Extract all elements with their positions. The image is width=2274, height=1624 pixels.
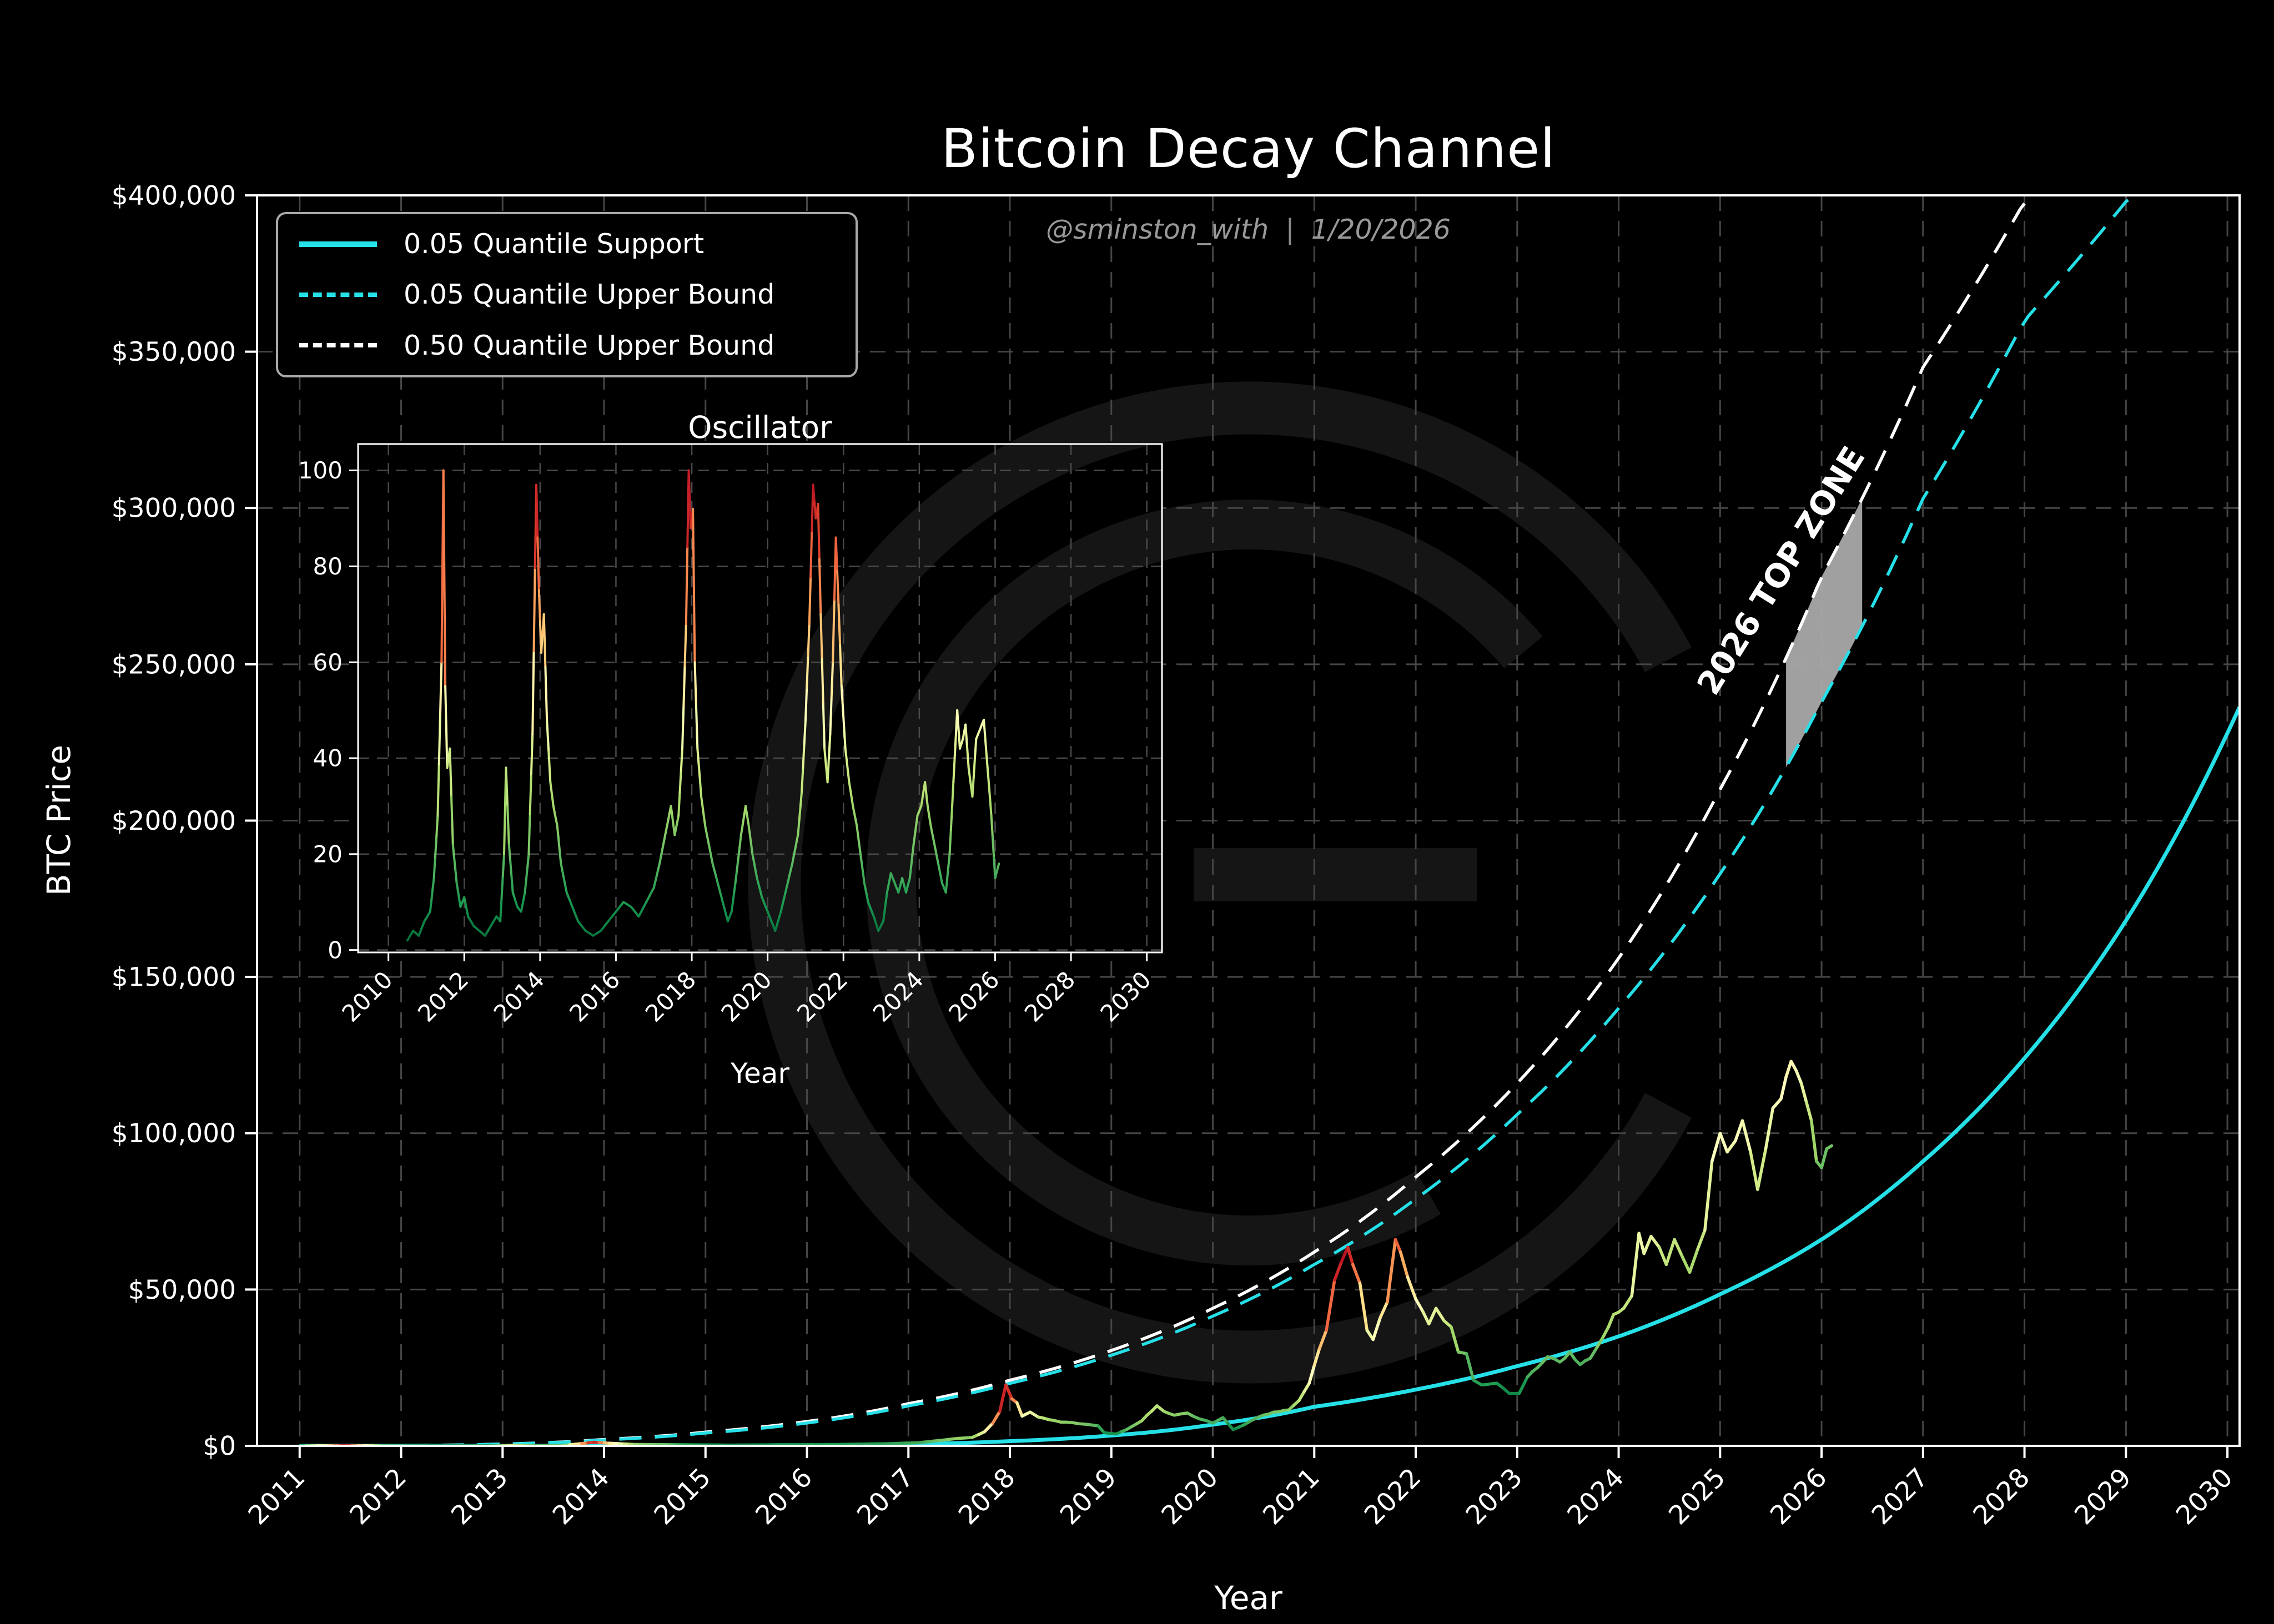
support-line-swatch <box>299 241 377 247</box>
inset-y-tick-label: 0 <box>328 936 343 964</box>
upper-bound-05-line <box>299 195 2137 1446</box>
subtitle-separator: | <box>1285 214 1295 245</box>
inset-title: Oscillator <box>688 410 832 445</box>
y-tick-label: $400,000 <box>112 180 236 211</box>
inset-spines <box>357 443 1163 954</box>
upper-bound-50-swatch <box>299 343 377 348</box>
inset-y-tick-label: 80 <box>313 553 343 580</box>
inset-y-tick-label: 20 <box>313 841 343 868</box>
subtitle-date: 1/20/2026 <box>1311 214 1451 245</box>
y-tick-label: $300,000 <box>112 493 236 524</box>
inset-y-tick-label: 40 <box>313 745 343 772</box>
legend-item-support: 0.05 Quantile Support <box>299 228 856 260</box>
y-axis-label: BTC Price <box>40 744 78 896</box>
legend: 0.05 Quantile Support 0.05 Quantile Uppe… <box>276 212 858 377</box>
oscillator-line <box>406 469 1000 942</box>
x-axis-label: Year <box>1214 1579 1282 1617</box>
legend-label: 0.05 Quantile Support <box>404 228 705 260</box>
inset-y-tick-label: 60 <box>313 649 343 676</box>
y-tick-label: $50,000 <box>128 1275 236 1305</box>
y-tick-label: $150,000 <box>112 962 236 993</box>
top-zone-polygon <box>1786 498 1863 768</box>
y-tick-label: $350,000 <box>112 337 236 367</box>
legend-item-upper-50: 0.50 Quantile Upper Bound <box>299 330 856 361</box>
main-plot-area <box>298 195 2240 1446</box>
inset-ticks <box>349 470 1148 961</box>
y-tick-label: $100,000 <box>112 1118 236 1149</box>
upper-bound-05-swatch <box>299 292 377 297</box>
legend-item-upper-05: 0.05 Quantile Upper Bound <box>299 279 856 310</box>
legend-label: 0.50 Quantile Upper Bound <box>404 329 775 361</box>
main-ticks <box>245 194 2229 1458</box>
y-tick-label: $200,000 <box>112 806 236 836</box>
chart-subtitle: @sminston_with | 1/20/2026 <box>257 214 2240 245</box>
inset-y-tick-label: 100 <box>298 457 343 484</box>
y-tick-label: $0 <box>203 1431 236 1461</box>
legend-label: 0.05 Quantile Upper Bound <box>404 279 775 311</box>
price-line <box>298 1060 1834 1446</box>
watermark-circular-g-logo <box>748 444 1162 952</box>
inset-x-axis-label: Year <box>731 1057 789 1090</box>
subtitle-handle: @sminston_with <box>1046 214 1269 245</box>
y-tick-label: $250,000 <box>112 649 236 680</box>
chart-title: Bitcoin Decay Channel <box>941 118 1556 180</box>
